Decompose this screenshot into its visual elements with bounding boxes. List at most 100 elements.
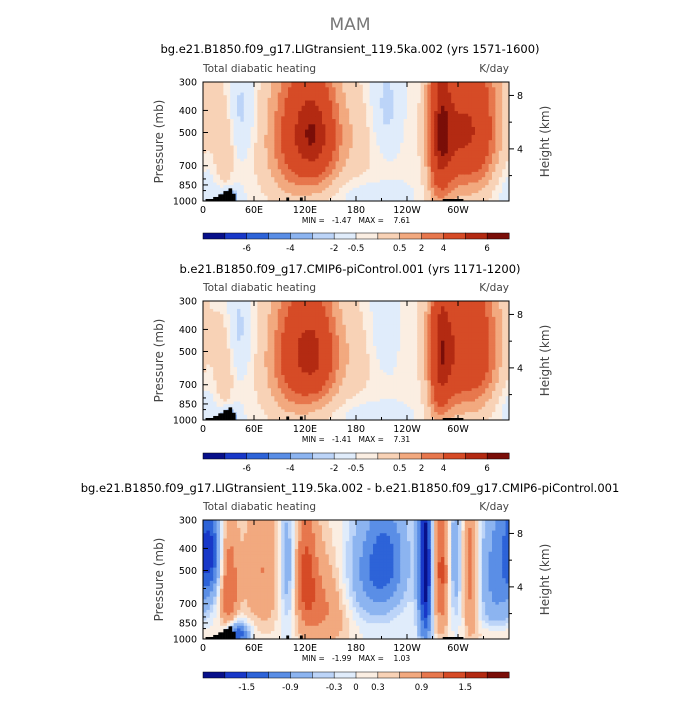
- heatmap-cell: [234, 322, 238, 325]
- heatmap-cell: [217, 87, 221, 90]
- heatmap-cell: [482, 101, 486, 104]
- heatmap-cell: [451, 151, 455, 154]
- heatmap-cell: [247, 132, 251, 135]
- heatmap-cell: [495, 182, 499, 185]
- heatmap-cell: [220, 386, 224, 389]
- heatmap-cell: [342, 172, 346, 175]
- heatmap-cell: [380, 177, 384, 180]
- heatmap-cell: [336, 196, 340, 199]
- heatmap-cell: [244, 388, 248, 391]
- heatmap-cell: [278, 124, 282, 127]
- heatmap-cell: [383, 111, 387, 114]
- heatmap-cell: [461, 185, 465, 188]
- heatmap-cell: [339, 161, 343, 164]
- colorbar-box: [465, 233, 487, 239]
- heatmap-cell: [234, 383, 238, 386]
- heatmap-cell: [393, 193, 397, 196]
- heatmap-cell: [370, 182, 374, 185]
- heatmap-cell: [465, 151, 469, 154]
- heatmap-cell: [455, 145, 459, 148]
- heatmap-cell: [302, 185, 306, 188]
- heatmap-cell: [410, 138, 414, 141]
- heatmap-cell: [417, 119, 421, 122]
- heatmap-cell: [359, 95, 363, 98]
- heatmap-cell: [349, 132, 353, 135]
- heatmap-cell: [210, 346, 214, 349]
- heatmap-cell: [281, 101, 285, 104]
- heatmap-cell: [414, 122, 418, 125]
- heatmap-cell: [251, 122, 255, 125]
- heatmap-cell: [288, 167, 292, 170]
- heatmap-cell: [458, 106, 462, 109]
- heatmap-cell: [220, 357, 224, 360]
- heatmap-cell: [336, 106, 340, 109]
- heatmap-cell: [342, 182, 346, 185]
- heatmap-cell: [247, 351, 251, 354]
- heatmap-cell: [251, 145, 255, 148]
- heatmap-cell: [223, 349, 227, 352]
- heatmap-cell: [274, 138, 278, 141]
- heatmap-cell: [210, 354, 214, 357]
- heatmap-cell: [499, 135, 503, 138]
- heatmap-cell: [427, 106, 431, 109]
- heatmap-cell: [322, 172, 326, 175]
- heatmap-cell: [492, 159, 496, 162]
- heatmap-cell: [257, 367, 261, 370]
- heatmap-cell: [261, 185, 265, 188]
- heatmap-cell: [305, 161, 309, 164]
- topography-block: [234, 194, 235, 201]
- heatmap-cell: [346, 188, 350, 191]
- heatmap-cell: [281, 90, 285, 93]
- heatmap-cell: [254, 322, 258, 325]
- heatmap-cell: [329, 111, 333, 114]
- heatmap-cell: [363, 177, 367, 180]
- heatmap-cell: [421, 140, 425, 143]
- heatmap-cell: [387, 164, 391, 167]
- heatmap-cell: [342, 138, 346, 141]
- heatmap-cell: [448, 90, 452, 93]
- heatmap-cell: [363, 135, 367, 138]
- heatmap-cell: [257, 383, 261, 386]
- heatmap-cell: [424, 193, 428, 196]
- x-tick-label: 0: [200, 205, 206, 216]
- heatmap-cell: [342, 177, 346, 180]
- heatmap-cell: [240, 372, 244, 375]
- heatmap-cell: [234, 167, 238, 170]
- heatmap-cell: [206, 169, 210, 172]
- heatmap-cell: [254, 180, 258, 183]
- heatmap-cell: [213, 325, 217, 328]
- heatmap-cell: [468, 138, 472, 141]
- heatmap-cell: [485, 175, 489, 178]
- heatmap-cell: [370, 177, 374, 180]
- heatmap-cell: [247, 175, 251, 178]
- heatmap-cell: [268, 143, 272, 146]
- heatmap-cell: [237, 364, 241, 367]
- heatmap-cell: [366, 190, 370, 193]
- heatmap-cell: [499, 108, 503, 111]
- heatmap-cell: [251, 327, 255, 330]
- heatmap-cell: [322, 180, 326, 183]
- heatmap-cell: [261, 188, 265, 191]
- heatmap-cell: [274, 135, 278, 138]
- heatmap-cell: [468, 172, 472, 175]
- heatmap-cell: [223, 354, 227, 357]
- heatmap-cell: [353, 90, 357, 93]
- heatmap-cell: [451, 93, 455, 96]
- heatmap-cell: [397, 108, 401, 111]
- heatmap-cell: [349, 151, 353, 154]
- heatmap-cell: [342, 175, 346, 178]
- heatmap-cell: [397, 140, 401, 143]
- heatmap-cell: [230, 333, 234, 336]
- heatmap-cell: [244, 386, 248, 389]
- heatmap-cell: [291, 148, 295, 151]
- heatmap-cell: [298, 103, 302, 106]
- heatmap-cell: [482, 153, 486, 156]
- heatmap-cell: [444, 148, 448, 151]
- heatmap-cell: [257, 320, 261, 323]
- heatmap-cell: [414, 98, 418, 101]
- heatmap-cell: [427, 188, 431, 191]
- heatmap-cell: [264, 159, 268, 162]
- heatmap-cell: [325, 193, 329, 196]
- heatmap-cell: [376, 190, 380, 193]
- heatmap-cell: [325, 108, 329, 111]
